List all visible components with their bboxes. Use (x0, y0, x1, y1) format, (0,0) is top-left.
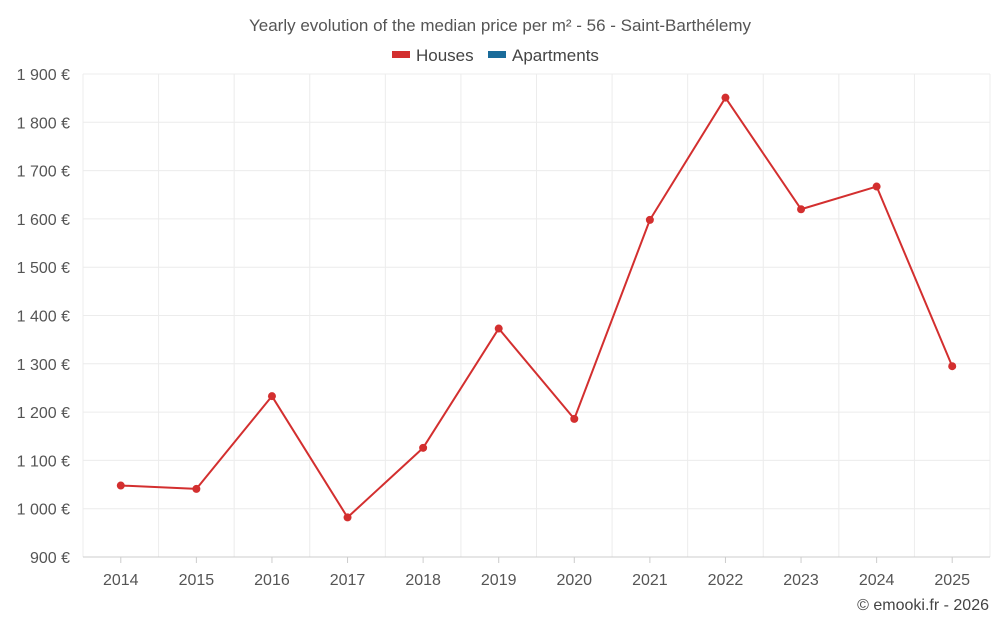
x-tick-label: 2014 (103, 572, 139, 589)
legend-item-apartments[interactable]: Apartments (488, 46, 599, 65)
data-point-2016[interactable] (267, 392, 276, 401)
chart-title: Yearly evolution of the median price per… (249, 16, 752, 35)
axes: 900 € 1 000 € 1 100 € 1 200 € 1 300 € 1 400 €… (17, 67, 990, 589)
y-tick-label: 1 300 € (17, 357, 70, 374)
y-tick-label: 1 200 € (17, 405, 70, 422)
data-point-2022[interactable] (721, 93, 730, 102)
data-point-2017[interactable] (343, 513, 352, 522)
data-point-2014[interactable] (116, 481, 125, 490)
x-tick-label: 2016 (254, 572, 290, 589)
y-tick-label: 1 100 € (17, 453, 70, 470)
x-tick-label: 2022 (708, 572, 744, 589)
data-point-2025[interactable] (948, 362, 957, 371)
y-tick-label: 1 700 € (17, 164, 70, 181)
x-tick-label: 2023 (783, 572, 819, 589)
x-tick-label: 2017 (330, 572, 366, 589)
legend-swatch-houses (392, 51, 410, 58)
series-line-houses (120, 96, 954, 519)
legend-swatch-apartments (488, 51, 506, 58)
x-tick-label: 2025 (934, 572, 970, 589)
y-tick-label: 1 900 € (17, 67, 70, 84)
y-tick-label: 1 800 € (17, 115, 70, 132)
x-tick-label: 2024 (859, 572, 895, 589)
data-point-2020[interactable] (570, 414, 579, 423)
data-point-2015[interactable] (192, 484, 201, 493)
credit-text: © emooki.fr - 2026 (857, 597, 989, 614)
y-tick-label: 1 600 € (17, 212, 70, 229)
legend-label-apartments: Apartments (512, 46, 599, 65)
y-tick-label: 900 € (30, 550, 70, 567)
y-tick-label: 1 000 € (17, 502, 70, 519)
x-tick-label: 2019 (481, 572, 517, 589)
data-point-2018[interactable] (419, 443, 428, 452)
y-tick-label: 1 400 € (17, 309, 70, 326)
data-point-2023[interactable] (797, 205, 806, 214)
grid (82, 73, 991, 557)
data-point-2019[interactable] (494, 324, 503, 333)
x-tick-label: 2020 (556, 572, 592, 589)
data-point-2021[interactable] (645, 215, 654, 224)
legend-item-houses[interactable]: Houses (392, 46, 474, 65)
x-tick-label: 2015 (179, 572, 215, 589)
x-tick-label: 2021 (632, 572, 668, 589)
legend-label-houses: Houses (416, 46, 474, 65)
data-point-2024[interactable] (872, 182, 881, 191)
x-tick-label: 2018 (405, 572, 441, 589)
legend: Houses Apartments (392, 46, 599, 65)
series-houses (116, 93, 957, 522)
y-tick-label: 1 500 € (17, 260, 70, 277)
